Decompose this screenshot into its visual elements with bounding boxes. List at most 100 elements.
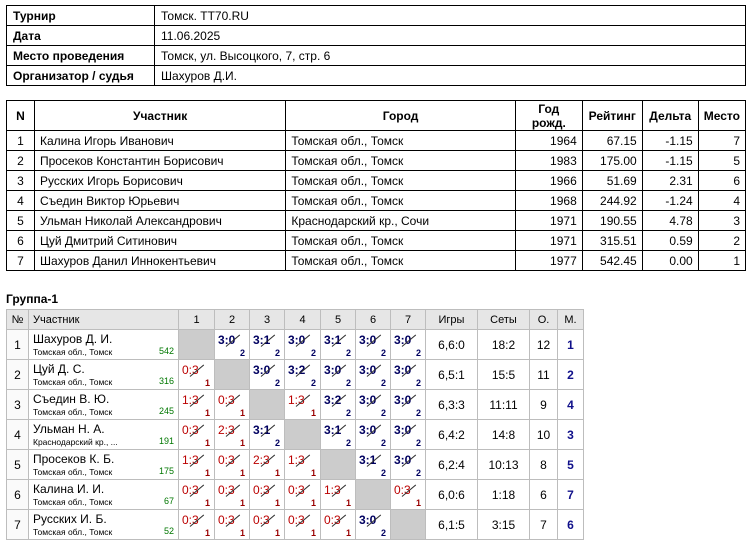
- grid-player-number: 5: [6, 449, 29, 480]
- player-name: Калина Игорь Иванович: [33, 130, 287, 151]
- player-birth-year: 1977: [514, 250, 583, 271]
- grid-row: 2 Цуй Д. С. Томская обл., Томск 316 0:3 1 3:0 2…: [6, 359, 584, 390]
- match-result-cell: 3:1 2: [249, 419, 285, 450]
- player-number: 2: [6, 150, 35, 171]
- grid-player-cell: Калина И. И. Томская обл., Томск 67: [28, 479, 179, 510]
- player-birth-year: 1966: [514, 170, 583, 191]
- grid-header-col-2: 2: [214, 309, 250, 330]
- match-score: 0:3: [218, 453, 235, 467]
- match-score: 0:3: [182, 483, 199, 497]
- match-score: 3:1: [359, 453, 377, 467]
- match-result-cell: 0:3 1: [214, 509, 250, 540]
- match-points: 2: [274, 348, 280, 358]
- match-score: 3:1: [324, 333, 342, 347]
- grid-place: 1: [557, 329, 584, 360]
- group-header-row: № Участник 1 2 3 4 5 6 7 Игры Сеты О. М.: [6, 309, 584, 330]
- match-result-cell: 0:3 1: [249, 479, 285, 510]
- match-points: 2: [345, 408, 351, 418]
- grid-header-col-3: 3: [249, 309, 285, 330]
- player-number: 3: [6, 170, 35, 191]
- match-score: 3:0: [394, 333, 412, 347]
- grid-player-cell: Ульман Н. А. Краснодарский кр., ... 191: [28, 419, 179, 450]
- grid-points: 10: [529, 419, 558, 450]
- grid-player-name: Съедин В. Ю.: [33, 392, 110, 406]
- match-points: 2: [415, 438, 421, 448]
- match-result-cell: 0:3 1: [284, 479, 321, 510]
- grid-diagonal-cell: [355, 479, 391, 510]
- player-birth-year: 1971: [514, 210, 583, 231]
- match-score: 0:3: [218, 393, 235, 407]
- match-score: 0:3: [182, 363, 199, 377]
- grid-sets: 10:13: [477, 449, 530, 480]
- grid-player-city: Краснодарский кр., ...: [33, 437, 118, 447]
- player-place: 1: [697, 250, 747, 271]
- grid-player-number: 1: [6, 329, 29, 360]
- col-header-delta: Дельта: [641, 100, 699, 131]
- grid-diagonal-cell: [249, 389, 285, 420]
- grid-player-rating: 542: [158, 346, 174, 356]
- grid-player-rating: 52: [163, 526, 174, 536]
- grid-player-rating: 245: [158, 406, 174, 416]
- player-name: Русских Игорь Борисович: [33, 170, 287, 191]
- participants-table: N Участник Город Год рожд. Рейтинг Дельт…: [6, 100, 747, 271]
- player-city: Томская обл., Томск: [285, 190, 516, 211]
- grid-player-city: Томская обл., Томск: [33, 407, 113, 417]
- match-score: 0:3: [182, 423, 199, 437]
- grid-player-city: Томская обл., Томск: [33, 497, 113, 507]
- match-points: 1: [310, 468, 316, 478]
- grid-header-sets: Сеты: [477, 309, 530, 330]
- grid-points: 7: [529, 509, 558, 540]
- match-result-cell: 3:2 2: [320, 389, 356, 420]
- player-number: 4: [6, 190, 35, 211]
- grid-header-games: Игры: [425, 309, 478, 330]
- match-points: 1: [274, 528, 280, 538]
- match-score: 1:3: [288, 453, 305, 467]
- player-delta: 0.00: [641, 250, 699, 271]
- match-result-cell: 3:0 2: [320, 359, 356, 390]
- grid-header-points: О.: [529, 309, 558, 330]
- match-points: 2: [380, 408, 386, 418]
- grid-points: 6: [529, 479, 558, 510]
- match-result-cell: 0:3 1: [214, 479, 250, 510]
- grid-sets: 15:5: [477, 359, 530, 390]
- info-value: Томск, ул. Высоцкого, 7, стр. 6: [154, 45, 746, 66]
- match-score: 2:3: [253, 453, 270, 467]
- match-result-cell: 2:3 1: [214, 419, 250, 450]
- info-value: Томск. TT70.RU: [154, 5, 746, 26]
- info-value: Шахуров Д.И.: [154, 65, 746, 86]
- match-result-cell: 0:3 1: [284, 509, 321, 540]
- match-points: 2: [415, 348, 421, 358]
- match-points: 2: [380, 378, 386, 388]
- match-score: 0:3: [288, 483, 305, 497]
- match-result-cell: 0:3 1: [178, 479, 215, 510]
- player-city: Томская обл., Томск: [285, 230, 516, 251]
- player-delta: -1.15: [641, 150, 699, 171]
- match-score: 3:0: [218, 333, 236, 347]
- match-points: 2: [380, 468, 386, 478]
- match-result-cell: 3:0 2: [355, 419, 391, 450]
- col-header-birth-year: Год рожд.: [514, 100, 583, 131]
- match-points: 2: [274, 378, 280, 388]
- match-result-cell: 3:0 2: [390, 419, 426, 450]
- match-score: 3:0: [359, 513, 377, 527]
- participants-header-row: N Участник Город Год рожд. Рейтинг Дельт…: [6, 100, 747, 131]
- match-points: 2: [345, 348, 351, 358]
- grid-header-col-1: 1: [178, 309, 215, 330]
- match-score: 3:2: [324, 393, 342, 407]
- player-place: 4: [697, 190, 747, 211]
- player-name: Ульман Николай Александрович: [33, 210, 287, 231]
- player-name: Цуй Дмитрий Ситинович: [33, 230, 287, 251]
- match-result-cell: 3:1 2: [320, 419, 356, 450]
- grid-diagonal-cell: [390, 509, 426, 540]
- player-birth-year: 1983: [514, 150, 583, 171]
- match-points: 1: [204, 498, 210, 508]
- match-result-cell: 3:2 2: [284, 359, 321, 390]
- match-score: 0:3: [288, 513, 305, 527]
- grid-place: 2: [557, 359, 584, 390]
- table-row: 2 Просеков Константин Борисович Томская об…: [6, 150, 747, 171]
- player-delta: 4.78: [641, 210, 699, 231]
- match-points: 1: [239, 408, 245, 418]
- match-points: 1: [274, 468, 280, 478]
- col-header-city: Город: [285, 100, 516, 131]
- grid-place: 7: [557, 479, 584, 510]
